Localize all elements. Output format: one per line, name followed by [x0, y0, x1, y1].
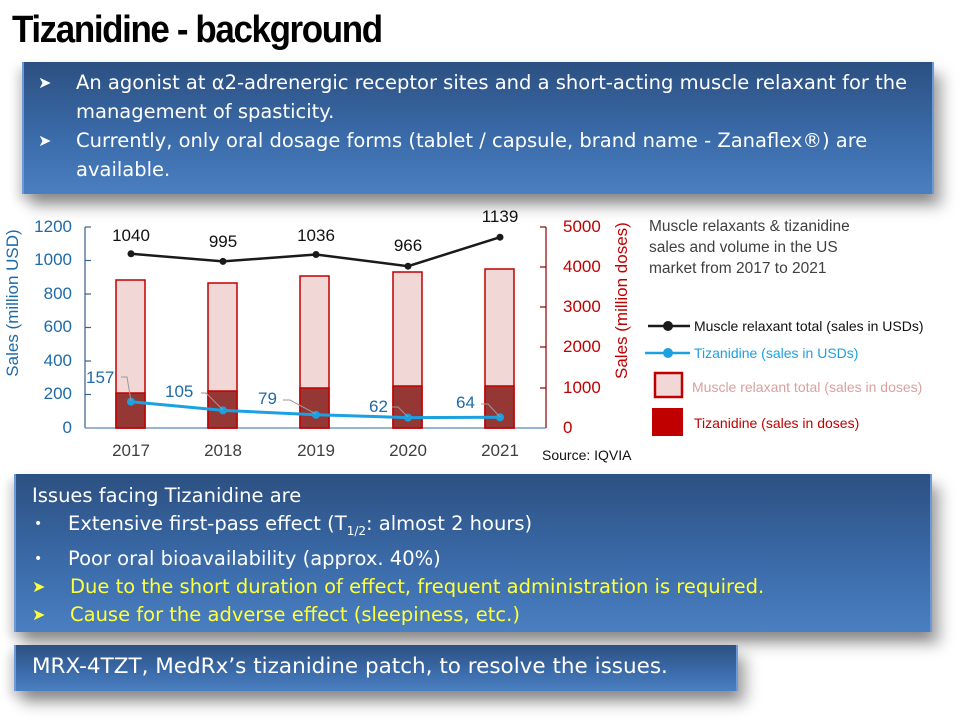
dot-bullet-icon: •: [34, 550, 43, 567]
x-tick: 2020: [389, 441, 427, 460]
right-axis-ticks: [540, 226, 546, 389]
intro-bullet: ➤ Currently, only oral dosage forms (tab…: [38, 126, 922, 184]
issues-box: Issues facing Tizanidine are • Extensive…: [14, 474, 932, 632]
x-tick: 2018: [204, 441, 242, 460]
arrow-bullet-icon: ➤: [32, 576, 46, 596]
conclusion-box: MRX-4TZT, MedRx’s tizanidine patch, to r…: [14, 645, 738, 691]
data-label-tizanidine-usd: 105: [165, 382, 194, 401]
data-label-tizanidine-usd: 157: [86, 368, 115, 387]
issue-point: • Poor oral bioavailability (approx. 40%…: [32, 545, 920, 573]
arrow-bullet-icon: ➤: [38, 73, 52, 92]
x-tick: 2021: [481, 441, 519, 460]
left-tick: 1000: [34, 250, 72, 269]
legend-blue-line-icon: [645, 348, 690, 358]
data-label-tizanidine-usd: 64: [456, 393, 475, 412]
legend-tizanidine-usd: Tizanidine (sales in USDs): [694, 345, 859, 361]
arrow-bullet-icon: ➤: [32, 604, 46, 624]
right-tick: 1000: [563, 378, 601, 397]
data-label-total-usd: 966: [393, 236, 423, 255]
chart-caption: Muscle relaxants & tizanidine sales and …: [649, 218, 850, 277]
data-label-total-usd: 1036: [297, 226, 335, 245]
legend-tizanidine-doses: Tizanidine (sales in doses): [694, 415, 860, 431]
left-tick: 1200: [34, 217, 72, 236]
legend-total-doses: Muscle relaxant total (sales in doses): [692, 379, 923, 395]
sales-chart: Sales (million USD) 1200 1000 800 600 40…: [0, 205, 960, 470]
chart-plot: [84, 226, 690, 436]
slide-title: Tizanidine - background: [12, 9, 383, 51]
intro-bullet: ➤ An agonist at α2-adrenergic receptor s…: [38, 68, 922, 126]
legend-dark-box-icon: [652, 408, 683, 436]
issue-point: • Extensive first-pass effect (T1/2: alm…: [32, 510, 920, 545]
total-usd-markers: [127, 233, 504, 270]
legend-black-line-icon: [648, 321, 690, 331]
data-label-total-usd: 1040: [112, 226, 150, 245]
right-tick: 5000: [563, 217, 601, 236]
x-tick: 2019: [297, 441, 335, 460]
legend-total-usd: Muscle relaxant total (sales in USDs): [694, 318, 924, 334]
dot-bullet-icon: •: [34, 516, 43, 532]
left-tick: 200: [43, 384, 72, 403]
left-tick: 800: [43, 284, 72, 303]
issues-heading: Issues facing Tizanidine are: [32, 484, 302, 507]
right-tick: 4000: [563, 257, 601, 276]
chart-source: Source: IQVIA: [542, 447, 632, 463]
legend-light-box-icon: [653, 371, 684, 399]
left-tick: 400: [43, 351, 72, 370]
issue-highlight: ➤ Due to the short duration of effect, f…: [32, 573, 920, 601]
data-label-total-usd: 1139: [481, 207, 519, 226]
left-axis-title: Sales (million USD): [3, 229, 22, 377]
x-tick: 2017: [112, 441, 150, 460]
intro-box: ➤ An agonist at α2-adrenergic receptor s…: [22, 62, 934, 194]
arrow-bullet-icon: ➤: [38, 131, 52, 150]
left-axis-ticks: [85, 226, 91, 396]
right-tick: 2000: [563, 337, 601, 356]
left-tick: 0: [62, 418, 72, 437]
right-tick: 0: [563, 418, 573, 437]
data-label-tizanidine-usd: 62: [369, 397, 388, 416]
left-tick: 600: [43, 317, 72, 336]
issue-highlight: ➤ Cause for the adverse effect (sleepine…: [32, 601, 920, 629]
data-label-tizanidine-usd: 79: [258, 389, 277, 408]
label-leader-lines: [121, 376, 501, 418]
conclusion-text: MRX-4TZT, MedRx’s tizanidine patch, to r…: [32, 654, 668, 679]
data-label-total-usd: 995: [208, 232, 238, 251]
right-axis-title: Sales (million doses): [612, 222, 631, 379]
right-tick: 3000: [563, 297, 601, 316]
